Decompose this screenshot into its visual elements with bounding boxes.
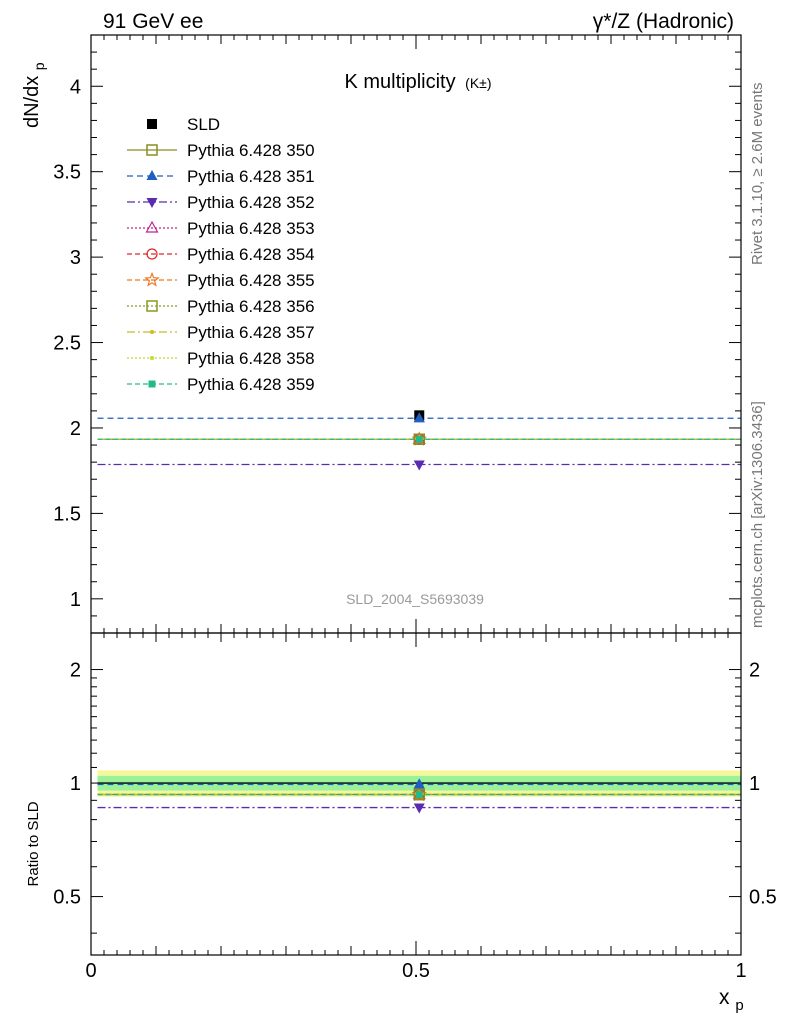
legend-marker (146, 198, 158, 208)
x-axis-label: x p (719, 986, 744, 1014)
header-right: γ*/Z (Hadronic) (593, 10, 734, 33)
watermark-label: SLD_2004_S5693039 (346, 591, 484, 607)
x-axis-label-sub: p (735, 997, 743, 1014)
rivet-note: Rivet 3.1.10, ≥ 2.6M events (749, 83, 766, 266)
ratio-y-ticks: 0.5 0.5 1 1 2 2 (53, 660, 777, 934)
ratio-marker (415, 791, 423, 799)
ratio-marker-top (413, 778, 425, 789)
main-y-tick-label: 3.5 (53, 162, 81, 184)
ratio-marker (413, 803, 425, 814)
legend-marker (146, 170, 158, 180)
main-y-tick-label: 1.5 (53, 503, 81, 525)
legend-label: Pythia 6.428 352 (187, 193, 315, 212)
series-marker-top (413, 433, 425, 445)
legend-label: Pythia 6.428 351 (187, 167, 315, 186)
legend-marker (144, 271, 160, 287)
main-y-axis-label-sub: p (31, 62, 47, 70)
ratio-y-tick-label-right: 0.5 (749, 887, 777, 909)
x-tick-label: 1 (735, 960, 746, 982)
panel-frames (90, 34, 742, 956)
main-y-tick-label: 3 (70, 247, 81, 269)
header-left: 91 GeV ee (103, 10, 203, 33)
legend-label: Pythia 6.428 350 (187, 141, 315, 160)
main-y-tick-label: 2 (70, 418, 81, 440)
main-plot-area (91, 35, 741, 633)
mcplots-note: mcplots.cern.ch [arXiv:1306.3436] (749, 401, 766, 628)
ratio-y-tick-label-right: 2 (749, 660, 760, 682)
series-marker (415, 435, 423, 443)
legend-marker (150, 330, 154, 334)
legend-label: Pythia 6.428 359 (187, 375, 315, 394)
main-y-axis-label: dN/dx p (21, 62, 47, 128)
ratio-series-lines (97, 778, 741, 814)
legend-label: Pythia 6.428 358 (187, 349, 315, 368)
main-title-sub: (K±) (465, 75, 491, 91)
main-y-axis-label-text: dN/dx (21, 76, 43, 128)
legend-label: Pythia 6.428 353 (187, 219, 315, 238)
x-tick-label: 0.5 (402, 960, 430, 982)
main-y-tick-label: 4 (70, 76, 81, 98)
main-y-tick-label: 2.5 (53, 333, 81, 355)
legend: SLD Pythia 6.428 350 Pythia 6.428 351 Pythi… (127, 115, 315, 394)
main-y-ticks: 1 1.5 2 2.5 3 3.5 4 (53, 34, 741, 634)
ratio-y-tick-label-left: 2 (70, 660, 81, 682)
main-series-lines (97, 410, 741, 471)
main-y-tick-label: 1 (70, 589, 81, 611)
legend-label: Pythia 6.428 357 (187, 323, 315, 342)
x-tick-label: 0 (85, 960, 96, 982)
legend-label: Pythia 6.428 354 (187, 245, 315, 264)
ratio-y-tick-label-left: 1 (70, 773, 81, 795)
ratio-marker-top (413, 788, 425, 801)
main-title-text: K multiplicity (344, 71, 455, 93)
ratio-y-tick-label-right: 1 (749, 773, 760, 795)
legend-label: Pythia 6.428 356 (187, 297, 315, 316)
series-marker-top (413, 412, 425, 423)
main-title: K multiplicity (K±) (344, 71, 491, 93)
legend-marker (146, 248, 158, 260)
series-marker (413, 460, 425, 471)
legend-marker (146, 300, 158, 312)
legend-marker (145, 220, 159, 233)
legend-label: SLD (187, 115, 220, 134)
ratio-y-axis-label: Ratio to SLD (25, 801, 42, 886)
ratio-y-tick-label-left: 0.5 (53, 887, 81, 909)
legend-marker (147, 119, 157, 129)
legend-label: Pythia 6.428 355 (187, 271, 315, 290)
legend-marker (150, 356, 154, 360)
legend-marker (146, 144, 158, 156)
ratio-frame (90, 632, 742, 956)
legend-marker (148, 380, 156, 388)
main-panel (91, 35, 741, 633)
x-axis-label-text: x (719, 986, 730, 1009)
